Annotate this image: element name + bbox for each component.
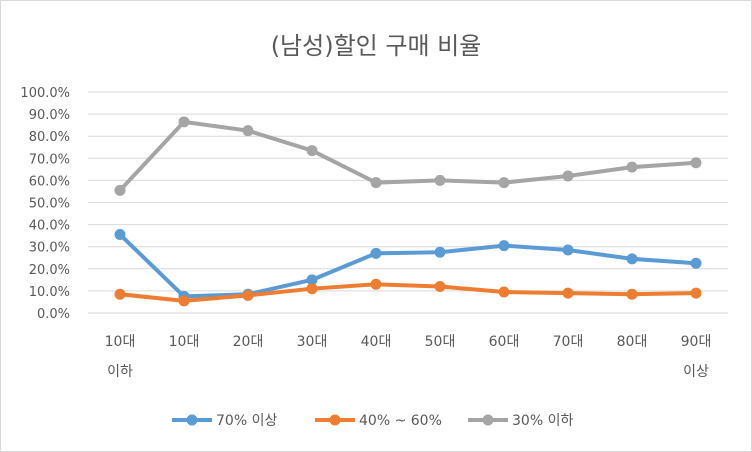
y-tick-label: 20.0% [29,263,70,278]
data-point [690,257,702,269]
data-point [626,161,638,173]
x-tick-label: 70대 [553,334,584,350]
data-point [306,283,318,295]
x-tick-label: 60대 [489,334,520,350]
x-tick-label: 40대 [361,334,392,350]
data-point [434,246,446,258]
data-point [178,295,190,307]
data-point [626,288,638,300]
data-point [498,286,510,298]
y-tick-label: 0.0% [37,307,70,322]
x-tick-label: 10대 [105,334,136,350]
legend-marker [329,414,341,426]
x-tick-label: 90대 [681,334,712,350]
legend-label: 40% ~ 60% [359,413,442,429]
data-point [306,274,318,286]
data-point [690,157,702,169]
data-point [690,287,702,299]
data-point [114,229,126,241]
y-axis-ticks: 0.0% 10.0% 20.0% 30.0% 40.0% 50.0% 60.0% 70.0% 8… [20,86,70,322]
legend-label: 30% 이하 [512,413,573,429]
legend-label: 70% 이상 [216,413,277,429]
legend: 70% 이상 40% ~ 60% 30% 이하 [172,413,573,429]
y-tick-label: 90.0% [29,108,70,123]
x-tick-label: 이상 [683,364,709,380]
x-tick-label: 30대 [297,334,328,350]
legend-marker [482,414,494,426]
x-tick-label: 80대 [617,334,648,350]
x-tick-label: 이하 [107,364,133,380]
data-point [370,247,382,259]
data-point [434,174,446,186]
series-line [118,232,698,299]
data-point [114,184,126,196]
series-line [118,119,698,193]
data-point [242,125,254,137]
data-point [370,177,382,189]
legend-marker [186,414,198,426]
data-point [562,244,574,256]
series-layer [114,116,702,307]
y-tick-label: 100.0% [20,86,70,101]
data-point [626,253,638,265]
series-line [118,282,698,303]
y-tick-label: 60.0% [29,174,70,189]
chart-title: (남성)할인 구매 비율 [270,32,482,60]
data-point [562,287,574,299]
y-tick-label: 50.0% [29,197,70,212]
data-point [498,240,510,252]
data-point [242,289,254,301]
y-tick-label: 70.0% [29,152,70,167]
y-tick-label: 80.0% [29,130,70,145]
data-point [370,278,382,290]
y-tick-label: 40.0% [29,219,70,234]
data-point [306,145,318,157]
data-point [114,288,126,300]
x-tick-label: 10대 [169,334,200,350]
y-tick-label: 10.0% [29,285,70,300]
data-point [178,116,190,128]
data-point [562,170,574,182]
x-tick-label: 50대 [425,334,456,350]
y-tick-label: 30.0% [29,241,70,256]
data-point [434,280,446,292]
data-point [498,177,510,189]
x-tick-label: 20대 [233,334,264,350]
